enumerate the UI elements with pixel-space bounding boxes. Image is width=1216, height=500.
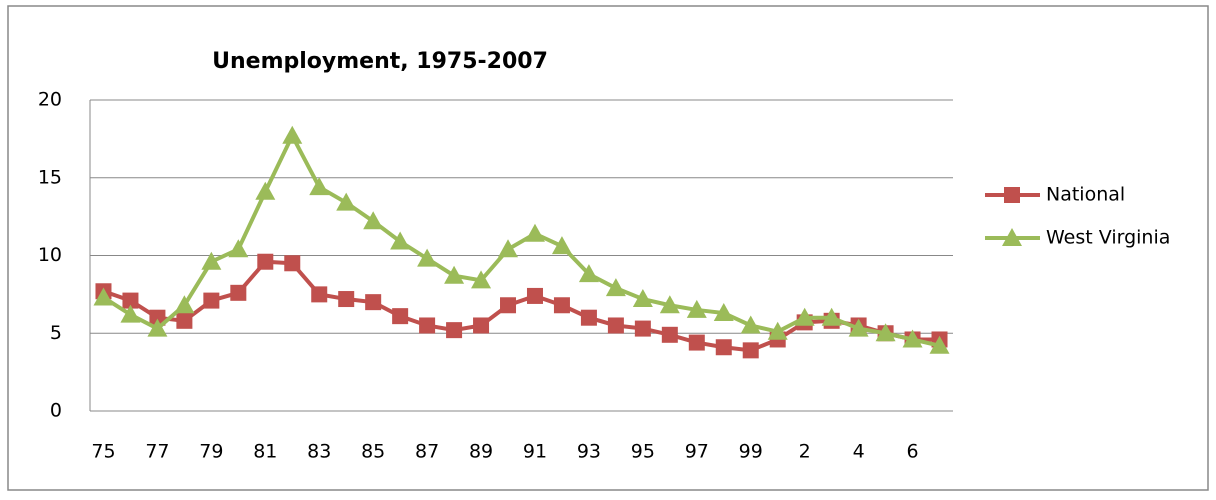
- data-point: [336, 192, 357, 211]
- data-point: [875, 323, 896, 342]
- x-tick-label: 97: [685, 441, 709, 463]
- data-point: [607, 317, 624, 334]
- data-point: [688, 334, 705, 351]
- data-point: [228, 239, 249, 258]
- data-point: [365, 294, 382, 311]
- data-point: [230, 284, 247, 301]
- data-point: [578, 264, 599, 283]
- data-point: [93, 287, 114, 306]
- data-point: [446, 322, 463, 339]
- data-point: [526, 287, 543, 304]
- data-point: [363, 211, 384, 230]
- y-tick-label: 5: [50, 322, 62, 344]
- y-tick-label: 20: [38, 89, 62, 111]
- data-point: [149, 309, 166, 326]
- x-tick-label: 89: [469, 441, 493, 463]
- x-tick-label: 79: [199, 441, 223, 463]
- data-point: [498, 239, 519, 258]
- data-point: [390, 231, 411, 250]
- data-point: [605, 278, 626, 297]
- data-point: [740, 315, 761, 334]
- data-point: [284, 255, 301, 272]
- data-point: [634, 320, 651, 337]
- data-point: [659, 295, 680, 314]
- data-point: [929, 335, 950, 354]
- data-point: [201, 251, 222, 270]
- data-point: [471, 270, 492, 289]
- data-point: [417, 248, 438, 267]
- data-point: [338, 291, 355, 308]
- data-point: [632, 289, 653, 308]
- data-point: [553, 297, 570, 314]
- data-point: [551, 236, 572, 255]
- y-tick-label: 0: [50, 400, 62, 422]
- legend-marker: [1002, 228, 1022, 246]
- x-tick-label: 4: [853, 441, 865, 463]
- data-point: [848, 318, 869, 337]
- data-point: [255, 181, 276, 200]
- data-point: [120, 304, 141, 323]
- x-tick-label: 6: [907, 441, 919, 463]
- x-tick-label: 77: [145, 441, 169, 463]
- x-tick-label: 99: [739, 441, 763, 463]
- data-point: [767, 321, 788, 340]
- x-tick-label: 81: [253, 441, 277, 463]
- data-point: [122, 292, 139, 309]
- data-point: [713, 303, 734, 322]
- data-point: [902, 329, 923, 348]
- data-point: [392, 308, 409, 325]
- data-point: [715, 339, 732, 356]
- data-point: [147, 318, 168, 337]
- data-point: [257, 253, 274, 270]
- data-point: [500, 297, 517, 314]
- x-tick-label: 95: [631, 441, 655, 463]
- data-point: [794, 307, 815, 326]
- data-point: [176, 312, 193, 329]
- data-point: [444, 265, 465, 284]
- legend-marker: [1004, 187, 1020, 203]
- data-point: [742, 342, 759, 359]
- data-point: [580, 309, 597, 326]
- data-point: [203, 292, 220, 309]
- x-tick-label: 2: [799, 441, 811, 463]
- y-tick-label: 10: [38, 244, 62, 266]
- x-tick-label: 85: [361, 441, 385, 463]
- data-point: [661, 326, 678, 343]
- data-point: [524, 223, 545, 242]
- y-tick-label: 15: [38, 166, 62, 188]
- x-tick-label: 75: [91, 441, 115, 463]
- legend-label: National: [1046, 184, 1125, 206]
- data-point: [821, 307, 842, 326]
- chart-border: [7, 5, 1209, 491]
- legend-label: West Virginia: [1046, 227, 1170, 249]
- x-tick-label: 87: [415, 441, 439, 463]
- data-point: [473, 317, 490, 334]
- data-point: [686, 299, 707, 318]
- x-tick-label: 91: [523, 441, 547, 463]
- data-point: [282, 125, 303, 144]
- chart-title: Unemployment, 1975-2007: [212, 49, 548, 74]
- data-point: [419, 317, 436, 334]
- data-point: [174, 295, 195, 314]
- x-tick-label: 93: [577, 441, 601, 463]
- x-tick-label: 83: [307, 441, 331, 463]
- data-point: [311, 286, 328, 303]
- data-point: [309, 177, 330, 196]
